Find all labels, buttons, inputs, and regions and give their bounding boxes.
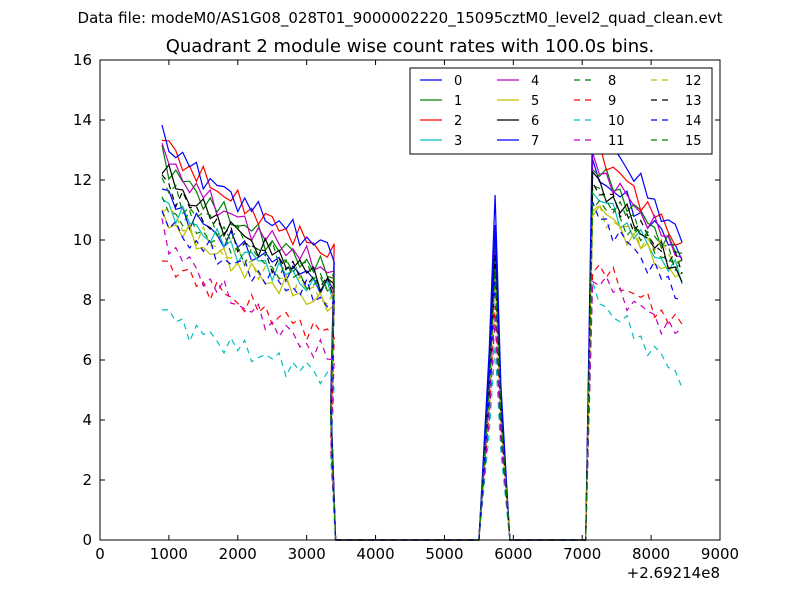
legend-label-7: 7 xyxy=(531,134,539,149)
series-line-14 xyxy=(161,201,683,541)
x-tick-label: 9000 xyxy=(701,545,739,563)
legend-label-4: 4 xyxy=(531,74,539,89)
series-line-2 xyxy=(161,139,683,541)
x-tick-label: 6000 xyxy=(494,545,532,563)
series-line-13 xyxy=(161,174,683,541)
y-tick-label: 14 xyxy=(73,111,92,129)
y-tick-label: 16 xyxy=(73,51,92,69)
y-tick-label: 0 xyxy=(82,531,92,549)
legend-label-1: 1 xyxy=(454,94,462,109)
legend-box xyxy=(409,67,713,155)
y-tick-label: 10 xyxy=(73,231,92,249)
series-line-5 xyxy=(161,205,683,541)
y-tick-label: 2 xyxy=(82,471,92,489)
y-tick-label: 4 xyxy=(82,411,92,429)
y-tick-label: 6 xyxy=(82,351,92,369)
x-tick-label: 0 xyxy=(95,545,105,563)
x-tick-label: 3000 xyxy=(288,545,326,563)
legend-label-2: 2 xyxy=(454,114,462,129)
plot-lines xyxy=(161,117,683,541)
legend-label-5: 5 xyxy=(531,94,539,109)
series-line-9 xyxy=(161,260,683,541)
legend-label-15: 15 xyxy=(685,134,702,149)
legend-label-0: 0 xyxy=(454,74,462,89)
series-line-3 xyxy=(161,191,683,541)
series-line-12 xyxy=(161,202,683,541)
chart-title: Quadrant 2 module wise count rates with … xyxy=(165,36,655,57)
x-tick-label: 1000 xyxy=(150,545,188,563)
x-tick-label: 5000 xyxy=(425,545,463,563)
x-tick-label: 8000 xyxy=(632,545,670,563)
series-line-11 xyxy=(161,218,683,541)
series-line-6 xyxy=(161,163,683,541)
legend-label-12: 12 xyxy=(685,74,702,89)
legend-label-6: 6 xyxy=(531,114,539,129)
x-offset-label: +2.69214e8 xyxy=(627,564,720,582)
series-line-1 xyxy=(161,144,683,541)
legend-label-9: 9 xyxy=(608,94,616,109)
legend-label-10: 10 xyxy=(608,114,625,129)
legend-label-8: 8 xyxy=(608,74,616,89)
series-line-4 xyxy=(161,142,683,541)
legend-label-3: 3 xyxy=(454,134,462,149)
x-tick-label: 4000 xyxy=(356,545,394,563)
series-line-10 xyxy=(161,281,683,541)
series-line-15 xyxy=(161,196,683,541)
legend-label-11: 11 xyxy=(608,134,625,149)
x-tick-label: 7000 xyxy=(563,545,601,563)
axis-ticks: 0 1000 2000 3000 4000 5000 6000 7000 8000 9000 0 2 4… xyxy=(73,51,739,582)
series-line-7 xyxy=(161,117,683,541)
y-tick-label: 12 xyxy=(73,171,92,189)
legend-label-14: 14 xyxy=(685,114,702,129)
legend-label-13: 13 xyxy=(685,94,702,109)
x-tick-label: 2000 xyxy=(219,545,257,563)
y-tick-label: 8 xyxy=(82,291,92,309)
figure-suptitle: Data file: modeM0/AS1G08_028T01_90000022… xyxy=(77,9,723,27)
